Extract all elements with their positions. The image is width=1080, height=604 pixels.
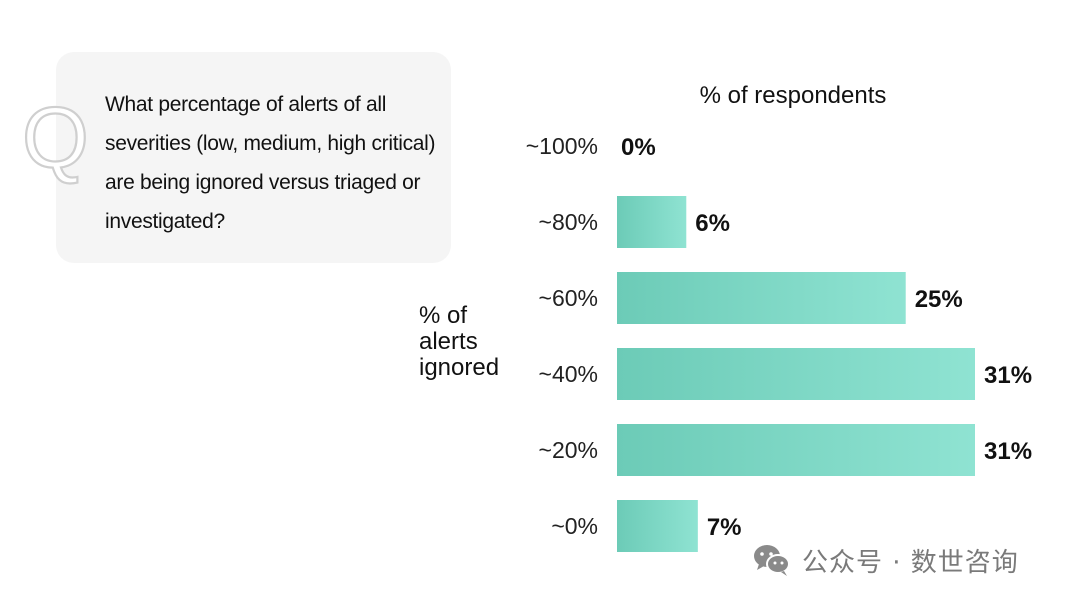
y-tick-label: ~100% — [526, 133, 598, 159]
y-tick-label: ~0% — [551, 513, 598, 539]
chart-title: % of respondents — [700, 82, 887, 109]
bar — [617, 500, 698, 552]
y-tick-label: ~80% — [539, 209, 598, 235]
data-label: 6% — [695, 210, 730, 237]
data-label: 7% — [707, 514, 742, 541]
data-label: 31% — [984, 438, 1032, 465]
data-label: 31% — [984, 362, 1032, 389]
bar — [617, 424, 975, 476]
bar — [617, 196, 687, 248]
y-axis-label-line: alerts — [419, 328, 478, 355]
y-axis-label-line: % of — [419, 302, 467, 329]
data-label: 25% — [915, 286, 963, 313]
bars: ~100% 0% ~80% 6% ~60% 25% ~40% 31% ~20% 31% ~0% 7% — [526, 133, 1032, 552]
bar — [617, 348, 975, 400]
data-label: 0% — [621, 134, 656, 161]
q-letter-glyph: Q — [22, 95, 89, 185]
question-card — [56, 52, 451, 263]
y-tick-label: ~40% — [539, 361, 598, 387]
y-tick-label: ~60% — [539, 285, 598, 311]
y-axis-label-line: ignored — [419, 354, 499, 381]
watermark-text: 公众号 · 数世咨询 — [802, 547, 1019, 578]
question-text: What percentage of alerts of all severit… — [105, 93, 436, 233]
bar — [617, 272, 906, 324]
q-letter-icon: Q — [21, 95, 90, 185]
y-tick-label: ~20% — [539, 437, 598, 463]
wechat-icon — [754, 545, 790, 576]
watermark: 公众号 · 数世咨询 — [752, 540, 1019, 580]
